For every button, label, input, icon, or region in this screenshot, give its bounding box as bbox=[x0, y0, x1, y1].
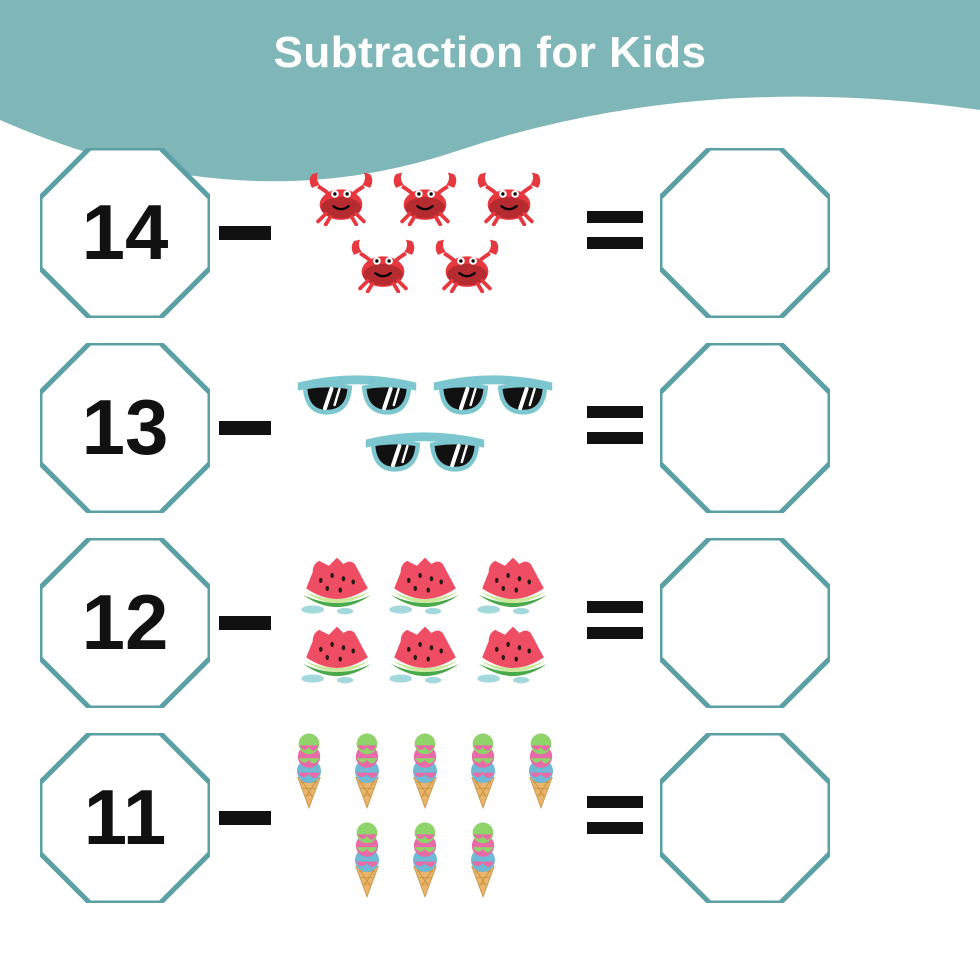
subtrahend-items bbox=[280, 148, 570, 318]
crab-icon bbox=[302, 168, 380, 231]
icecream-icon bbox=[399, 731, 451, 816]
problem-row: 11 bbox=[40, 720, 940, 915]
sunglasses-icon bbox=[360, 430, 490, 483]
icecream-icon bbox=[515, 731, 567, 816]
watermelon-icon bbox=[296, 625, 378, 690]
icecream-icon bbox=[457, 820, 509, 905]
problem-rows: 14 bbox=[40, 135, 940, 915]
problem-row: 13 bbox=[40, 330, 940, 525]
icecream-icon bbox=[283, 731, 335, 816]
icecream-icon bbox=[457, 731, 509, 816]
equals-operator bbox=[570, 796, 660, 839]
subtrahend-items bbox=[280, 733, 570, 903]
minuend-number: 11 bbox=[40, 733, 210, 903]
problem-row: 12 bbox=[40, 525, 940, 720]
answer-octagon[interactable] bbox=[660, 343, 830, 513]
icecream-icon bbox=[341, 820, 393, 905]
crab-icon bbox=[344, 235, 422, 298]
watermelon-icon bbox=[472, 625, 554, 690]
sunglasses-icon bbox=[428, 373, 558, 426]
minus-operator bbox=[210, 226, 280, 240]
answer-octagon[interactable] bbox=[660, 538, 830, 708]
minuend-octagon: 14 bbox=[40, 148, 210, 318]
problem-row: 14 bbox=[40, 135, 940, 330]
watermelon-icon bbox=[296, 556, 378, 621]
watermelon-icon bbox=[384, 625, 466, 690]
minuend-number: 14 bbox=[40, 148, 210, 318]
minus-operator bbox=[210, 421, 280, 435]
crab-icon bbox=[386, 168, 464, 231]
crab-icon bbox=[428, 235, 506, 298]
minus-operator bbox=[210, 616, 280, 630]
minus-operator bbox=[210, 811, 280, 825]
equals-operator bbox=[570, 211, 660, 254]
watermelon-icon bbox=[384, 556, 466, 621]
answer-octagon[interactable] bbox=[660, 148, 830, 318]
answer-octagon[interactable] bbox=[660, 733, 830, 903]
minuend-number: 13 bbox=[40, 343, 210, 513]
equals-operator bbox=[570, 601, 660, 644]
watermelon-icon bbox=[472, 556, 554, 621]
subtrahend-items bbox=[280, 343, 570, 513]
minuend-octagon: 13 bbox=[40, 343, 210, 513]
minuend-octagon: 12 bbox=[40, 538, 210, 708]
page-title: Subtraction for Kids bbox=[0, 28, 980, 78]
equals-operator bbox=[570, 406, 660, 449]
minuend-octagon: 11 bbox=[40, 733, 210, 903]
crab-icon bbox=[470, 168, 548, 231]
icecream-icon bbox=[341, 731, 393, 816]
sunglasses-icon bbox=[292, 373, 422, 426]
icecream-icon bbox=[399, 820, 451, 905]
subtrahend-items bbox=[280, 538, 570, 708]
minuend-number: 12 bbox=[40, 538, 210, 708]
